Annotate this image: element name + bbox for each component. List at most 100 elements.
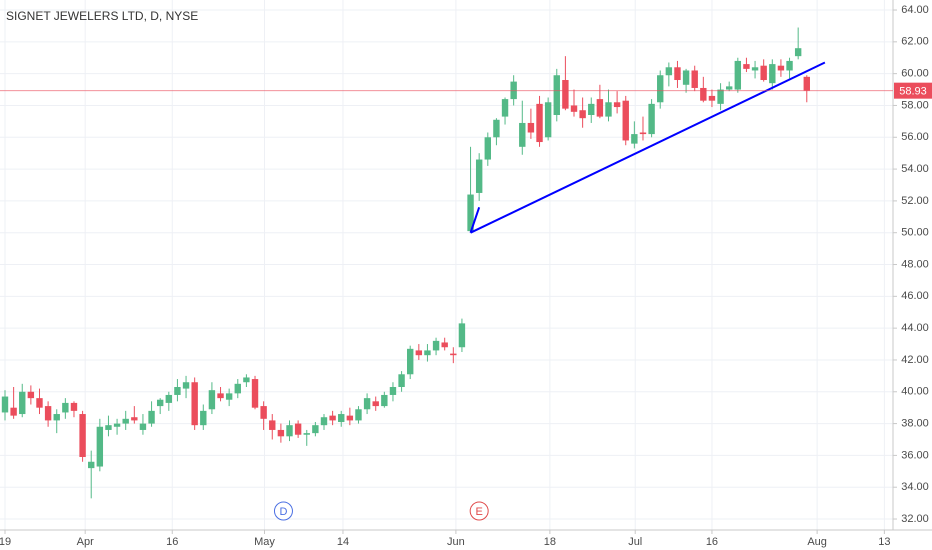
candle-body	[389, 387, 397, 395]
x-tick-label: 16	[166, 536, 178, 548]
candle-body	[544, 102, 552, 138]
candle-body	[96, 426, 104, 467]
candle-body	[53, 414, 60, 421]
candle-body	[769, 64, 776, 84]
candle-body	[182, 382, 190, 389]
candle-body	[44, 406, 52, 421]
x-tick-label: 13	[878, 536, 890, 548]
candle-body	[674, 67, 681, 81]
candle-body	[622, 100, 629, 141]
candle-body	[312, 425, 319, 434]
candle-body	[320, 417, 328, 426]
candle-body	[62, 402, 69, 413]
candle-body	[579, 110, 586, 119]
y-tick-label: 58.00	[901, 99, 929, 111]
candle-body	[665, 67, 673, 76]
y-tick-label: 50.00	[901, 227, 929, 239]
candle-body	[79, 414, 86, 457]
x-tick-label: 18	[544, 536, 556, 548]
y-tick-label: 62.00	[901, 36, 929, 48]
candle-body	[605, 102, 612, 117]
candle-body	[27, 391, 35, 399]
candle-body	[648, 103, 655, 135]
y-tick-label: 44.00	[901, 322, 929, 334]
chart-title: SIGNET JEWELERS LTD, D, NYSE	[6, 9, 198, 23]
candle-body	[122, 418, 129, 424]
candle-body	[562, 80, 569, 109]
candle-body	[338, 414, 345, 422]
candle-body	[1, 396, 9, 413]
y-tick-label: 64.00	[901, 4, 929, 16]
candle-body	[269, 420, 276, 430]
candle-body	[200, 410, 207, 426]
candle-body	[243, 377, 250, 383]
candle-body	[803, 76, 810, 91]
candle-body	[613, 102, 621, 108]
candle-body	[751, 67, 759, 71]
candle-body	[105, 425, 112, 430]
x-tick-label: Aug	[807, 536, 827, 548]
candle-body	[372, 401, 379, 407]
candle-body	[432, 340, 440, 351]
last-price-label: 58.93	[899, 86, 927, 98]
candle-body	[725, 86, 733, 90]
candle-body	[484, 137, 491, 160]
candle-body	[691, 70, 698, 88]
y-tick-label: 46.00	[901, 290, 929, 302]
candle-body	[553, 75, 560, 116]
candle-body	[415, 350, 423, 356]
candle-body	[760, 65, 767, 81]
candle-body	[786, 60, 793, 71]
y-tick-label: 32.00	[901, 513, 929, 525]
x-tick-label: May	[254, 536, 275, 548]
event-label: E	[476, 506, 483, 518]
candle-body	[251, 379, 259, 408]
candle-body	[777, 65, 785, 71]
candle-body	[450, 353, 457, 356]
y-tick-label: 52.00	[901, 195, 929, 207]
candle-body	[70, 402, 78, 411]
y-tick-label: 48.00	[901, 258, 929, 270]
candle-body	[519, 122, 526, 147]
x-tick-label: 19	[0, 536, 11, 548]
candle-body	[467, 194, 474, 232]
candle-body	[191, 382, 198, 426]
candle-body	[570, 105, 578, 112]
x-tick-label: Jul	[628, 536, 642, 548]
candle-body	[398, 374, 405, 388]
y-tick-label: 34.00	[901, 481, 929, 493]
candle-body	[527, 122, 535, 133]
candle-body	[165, 394, 173, 403]
candle-body	[708, 95, 716, 101]
candle-body	[294, 423, 302, 435]
candle-body	[475, 159, 483, 193]
candle-body	[225, 393, 233, 400]
y-tick-label: 60.00	[901, 68, 929, 80]
candle-body	[458, 323, 466, 348]
candle-body	[734, 60, 742, 90]
last-price-box	[894, 82, 932, 99]
candle-body	[717, 89, 724, 104]
candle-body	[631, 134, 638, 144]
candle-body	[208, 390, 216, 410]
candle-body	[588, 103, 595, 116]
candle-body	[131, 417, 138, 421]
x-tick-label: 16	[706, 536, 718, 548]
candle-body	[88, 461, 95, 469]
candle-body	[329, 415, 336, 421]
candle-body	[441, 342, 448, 348]
candle-body	[174, 387, 181, 395]
candle-body	[260, 406, 267, 419]
candle-body	[657, 75, 664, 103]
candle-body	[407, 348, 414, 375]
y-tick-label: 40.00	[901, 386, 929, 398]
candle-body	[303, 433, 310, 435]
candle-body	[682, 70, 690, 85]
candle-body	[139, 423, 147, 430]
candle-body	[743, 64, 750, 69]
y-tick-label: 56.00	[901, 131, 929, 143]
y-tick-label: 36.00	[901, 449, 929, 461]
candle-body	[286, 425, 293, 437]
